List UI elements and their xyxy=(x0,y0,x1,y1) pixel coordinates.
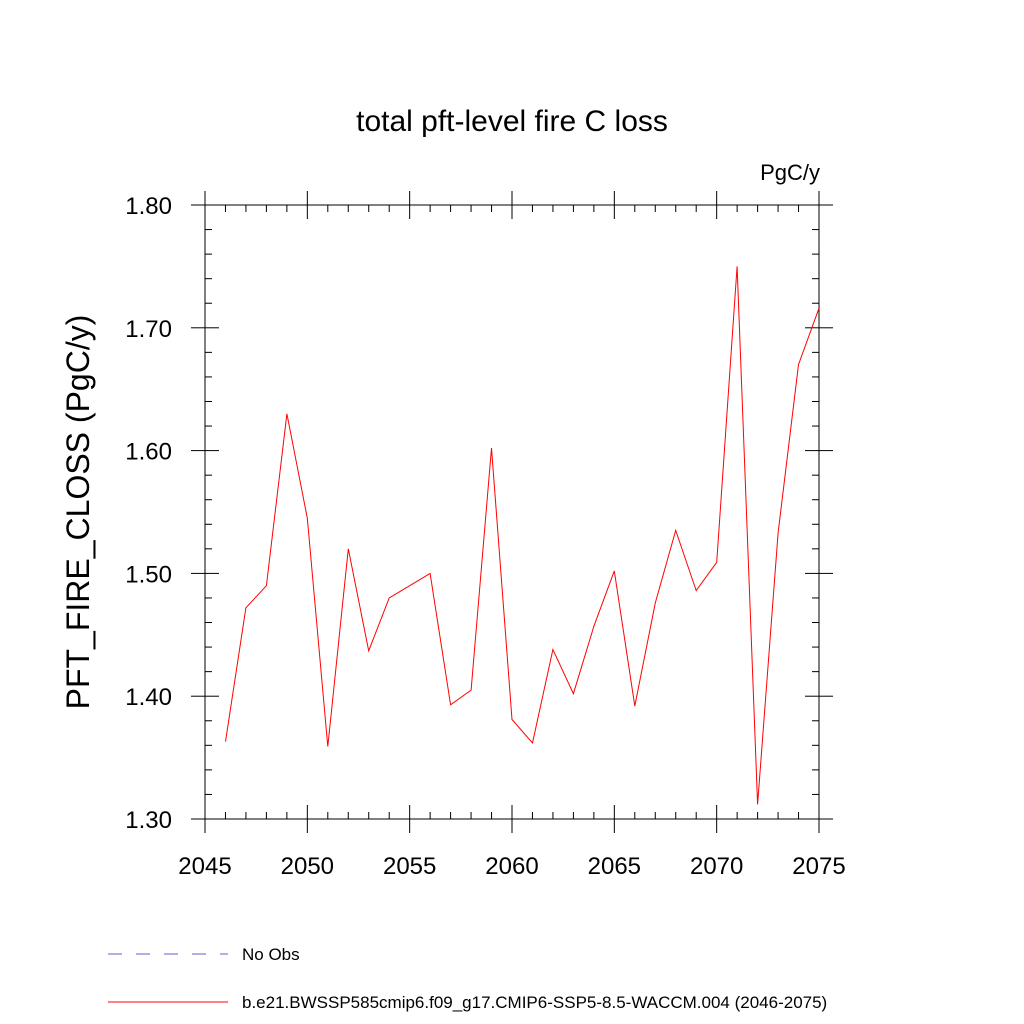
y-axis-label: PFT_FIRE_CLOSS (PgC/y) xyxy=(60,315,96,710)
data-point xyxy=(224,740,227,743)
data-point xyxy=(674,529,677,532)
data-point xyxy=(244,606,247,609)
legend-label: b.e21.BWSSP585cmip6.f09_g17.CMIP6-SSP5-8… xyxy=(242,993,827,1012)
x-tick-label: 2075 xyxy=(792,853,845,880)
data-point xyxy=(736,265,739,268)
y-tick-label: 1.50 xyxy=(125,561,172,588)
x-tick-label: 2070 xyxy=(690,853,743,880)
x-tick-label: 2045 xyxy=(178,853,231,880)
units-label: PgC/y xyxy=(760,160,820,185)
data-point xyxy=(511,718,514,721)
y-tick-label: 1.40 xyxy=(125,684,172,711)
data-point xyxy=(449,703,452,706)
data-point xyxy=(347,547,350,550)
data-point xyxy=(654,601,657,604)
data-point xyxy=(695,589,698,592)
data-point xyxy=(285,412,288,415)
chart-title: total pft-level fire C loss xyxy=(356,105,668,138)
data-point xyxy=(572,692,575,695)
series-line xyxy=(225,266,820,805)
x-tick-label: 2055 xyxy=(383,853,436,880)
data-point xyxy=(326,745,329,748)
data-point xyxy=(551,648,554,651)
data-point xyxy=(715,561,718,564)
y-tick-label: 1.30 xyxy=(125,807,172,834)
x-tick-label: 2060 xyxy=(485,853,538,880)
data-point xyxy=(388,596,391,599)
plot-frame xyxy=(204,204,820,820)
data-point xyxy=(613,569,616,572)
data-point xyxy=(367,649,370,652)
x-tick-label: 2050 xyxy=(281,853,334,880)
data-point xyxy=(777,531,780,534)
y-tick-label: 1.70 xyxy=(125,316,172,343)
data-point xyxy=(531,741,534,744)
data-point xyxy=(592,625,595,628)
x-tick-label: 2065 xyxy=(588,853,641,880)
data-point xyxy=(818,307,821,310)
y-tick-label: 1.80 xyxy=(125,193,172,220)
data-point xyxy=(797,363,800,366)
data-point xyxy=(470,689,473,692)
data-point xyxy=(306,517,309,520)
data-point xyxy=(429,572,432,575)
data-point xyxy=(265,584,268,587)
data-point xyxy=(490,447,493,450)
data-point xyxy=(756,803,759,806)
data-point xyxy=(633,705,636,708)
y-tick-label: 1.60 xyxy=(125,439,172,466)
data-point xyxy=(408,584,411,587)
legend-label: No Obs xyxy=(242,945,300,964)
